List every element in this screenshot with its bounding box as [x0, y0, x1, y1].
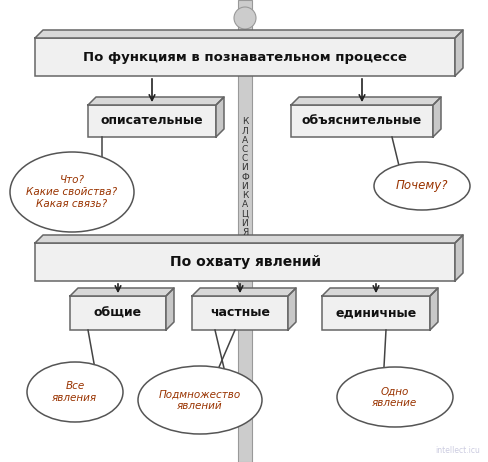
Text: А: А: [242, 201, 247, 209]
Ellipse shape: [336, 367, 452, 427]
Text: И: И: [241, 219, 248, 228]
Text: С: С: [242, 145, 247, 154]
Polygon shape: [70, 288, 174, 296]
Polygon shape: [88, 97, 224, 105]
Ellipse shape: [27, 362, 123, 422]
Text: intellect.icu: intellect.icu: [434, 446, 479, 455]
Polygon shape: [454, 235, 462, 281]
Text: И: И: [241, 182, 248, 191]
Polygon shape: [321, 288, 437, 296]
Ellipse shape: [138, 366, 262, 434]
Text: С: С: [242, 154, 247, 163]
Polygon shape: [35, 235, 462, 243]
Polygon shape: [35, 30, 462, 38]
Text: общие: общие: [94, 306, 142, 320]
Text: Ц: Ц: [241, 209, 248, 219]
FancyBboxPatch shape: [88, 105, 216, 137]
FancyBboxPatch shape: [35, 243, 454, 281]
Text: Подмножество
явлений: Подмножество явлений: [159, 389, 241, 411]
Text: Все
явления: Все явления: [52, 381, 98, 403]
FancyBboxPatch shape: [290, 105, 432, 137]
Text: описательные: описательные: [101, 115, 203, 128]
Bar: [238, 0, 251, 462]
Polygon shape: [290, 97, 440, 105]
Text: А: А: [242, 136, 247, 145]
Polygon shape: [454, 30, 462, 76]
Circle shape: [234, 7, 256, 29]
Text: Почему?: Почему?: [395, 180, 447, 193]
FancyBboxPatch shape: [70, 296, 165, 330]
Text: К: К: [242, 191, 248, 200]
Text: частные: частные: [209, 306, 269, 320]
Text: Что?
Какие свойства?
Какая связь?: Что? Какие свойства? Какая связь?: [26, 176, 117, 209]
Text: По функциям в познавательном процессе: По функциям в познавательном процессе: [83, 50, 406, 63]
Polygon shape: [165, 288, 174, 330]
Text: объяснительные: объяснительные: [301, 115, 421, 128]
FancyBboxPatch shape: [321, 296, 429, 330]
Text: Л: Л: [241, 127, 248, 136]
FancyBboxPatch shape: [35, 38, 454, 76]
Text: Одно
явление: Одно явление: [372, 386, 417, 408]
Text: Я: Я: [242, 228, 247, 237]
Text: единичные: единичные: [335, 306, 416, 320]
Text: К: К: [242, 117, 248, 127]
Ellipse shape: [10, 152, 134, 232]
Polygon shape: [432, 97, 440, 137]
Text: И: И: [241, 164, 248, 172]
FancyBboxPatch shape: [192, 296, 287, 330]
Polygon shape: [287, 288, 295, 330]
Polygon shape: [216, 97, 224, 137]
Text: По охвату явлений: По охвату явлений: [169, 255, 320, 269]
Polygon shape: [429, 288, 437, 330]
Text: Ф: Ф: [241, 173, 248, 182]
Polygon shape: [192, 288, 295, 296]
Ellipse shape: [373, 162, 469, 210]
